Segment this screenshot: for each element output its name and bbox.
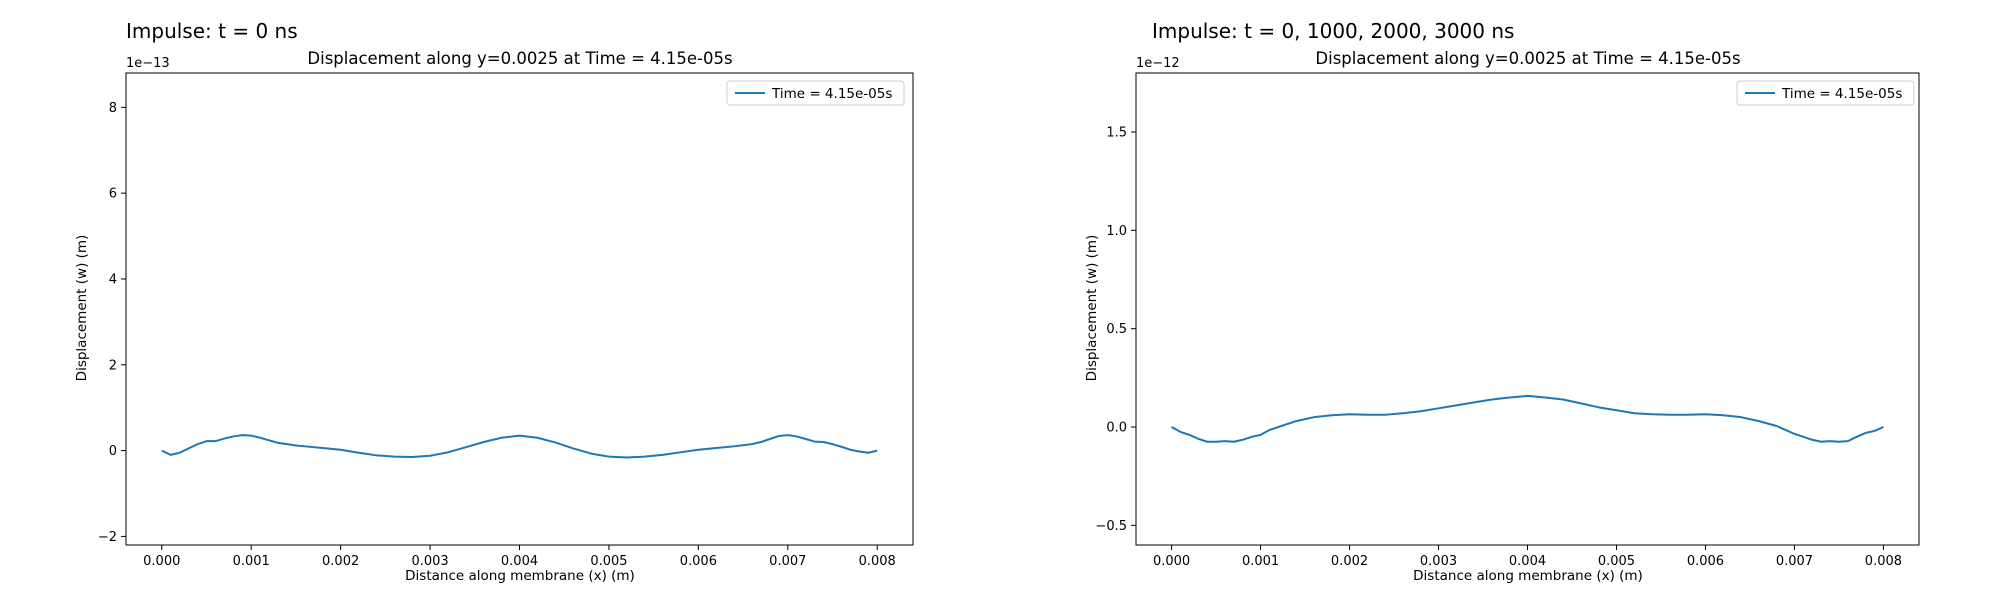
data-line — [1171, 394, 1884, 443]
x-tick-label: 0.006 — [1687, 554, 1724, 569]
chart-left: Displacement along y=0.0025 at Time = 4.… — [74, 49, 914, 584]
figure-suptitle-left: Impulse: t = 0 ns — [126, 19, 298, 43]
y-tick-label: 2 — [109, 358, 117, 373]
x-tick-label: 0.005 — [590, 554, 627, 569]
x-tick-label: 0.000 — [143, 554, 180, 569]
y-tick-label: −2 — [98, 530, 117, 545]
tick-group: 0.000 0.001 0.002 0.003 0.004 0.005 0.006 0.007… — [98, 101, 896, 569]
x-tick-label: 0.008 — [859, 554, 896, 569]
tick-group: 0.000 0.001 0.002 0.003 0.004 0.005 0.006 0.007… — [1095, 126, 1902, 570]
plot-frame — [1135, 72, 1920, 546]
figure-suptitle-right: Impulse: t = 0, 1000, 2000, 3000 ns — [1152, 19, 1515, 43]
chart-title: Displacement along y=0.0025 at Time = 4.… — [1315, 49, 1740, 68]
x-tick-label: 0.008 — [1865, 554, 1902, 569]
legend: Time = 4.15e-05s — [726, 80, 905, 106]
x-tick-label: 0.006 — [680, 554, 717, 569]
legend-box — [726, 80, 905, 106]
x-tick-label: 0.001 — [1242, 554, 1279, 569]
plot-frame — [125, 72, 914, 546]
y-tick-label: 8 — [109, 101, 117, 116]
x-tick-label: 0.003 — [1420, 554, 1457, 569]
y-tick-label: 0.5 — [1106, 322, 1127, 337]
chart-title: Displacement along y=0.0025 at Time = 4.… — [307, 49, 732, 68]
x-tick-label: 0.002 — [1331, 554, 1368, 569]
legend-label: Time = 4.15e-05s — [1781, 86, 1902, 102]
x-tick-label: 0.004 — [1509, 554, 1546, 569]
x-tick-label: 0.003 — [411, 554, 448, 569]
x-tick-label: 0.002 — [322, 554, 359, 569]
legend: Time = 4.15e-05s — [1736, 80, 1915, 106]
y-axis-label: Displacement (w) (m) — [74, 235, 90, 382]
y-tick-label: 0.0 — [1106, 421, 1127, 436]
x-tick-label: 0.001 — [233, 554, 270, 569]
x-axis-label: Distance along membrane (x) (m) — [1413, 568, 1643, 584]
y-offset-text: 1e−12 — [1136, 56, 1180, 71]
y-tick-label: 1.5 — [1106, 126, 1127, 141]
legend-label: Time = 4.15e-05s — [771, 86, 892, 102]
x-tick-label: 0.007 — [1776, 554, 1813, 569]
x-tick-label: 0.004 — [501, 554, 538, 569]
y-offset-text: 1e−13 — [126, 56, 170, 71]
x-axis-label: Distance along membrane (x) (m) — [405, 568, 635, 584]
x-tick-label: 0.005 — [1598, 554, 1635, 569]
x-tick-label: 0.007 — [769, 554, 806, 569]
y-tick-label: 0 — [109, 444, 117, 459]
x-tick-label: 0.000 — [1153, 554, 1190, 569]
legend-box — [1736, 80, 1915, 106]
y-tick-label: 1.0 — [1106, 224, 1127, 239]
y-tick-label: −0.5 — [1095, 519, 1127, 534]
data-line — [161, 434, 878, 459]
y-axis-label: Displacement (w) (m) — [1084, 235, 1100, 382]
y-tick-label: 6 — [109, 187, 117, 202]
y-tick-label: 4 — [109, 272, 117, 287]
